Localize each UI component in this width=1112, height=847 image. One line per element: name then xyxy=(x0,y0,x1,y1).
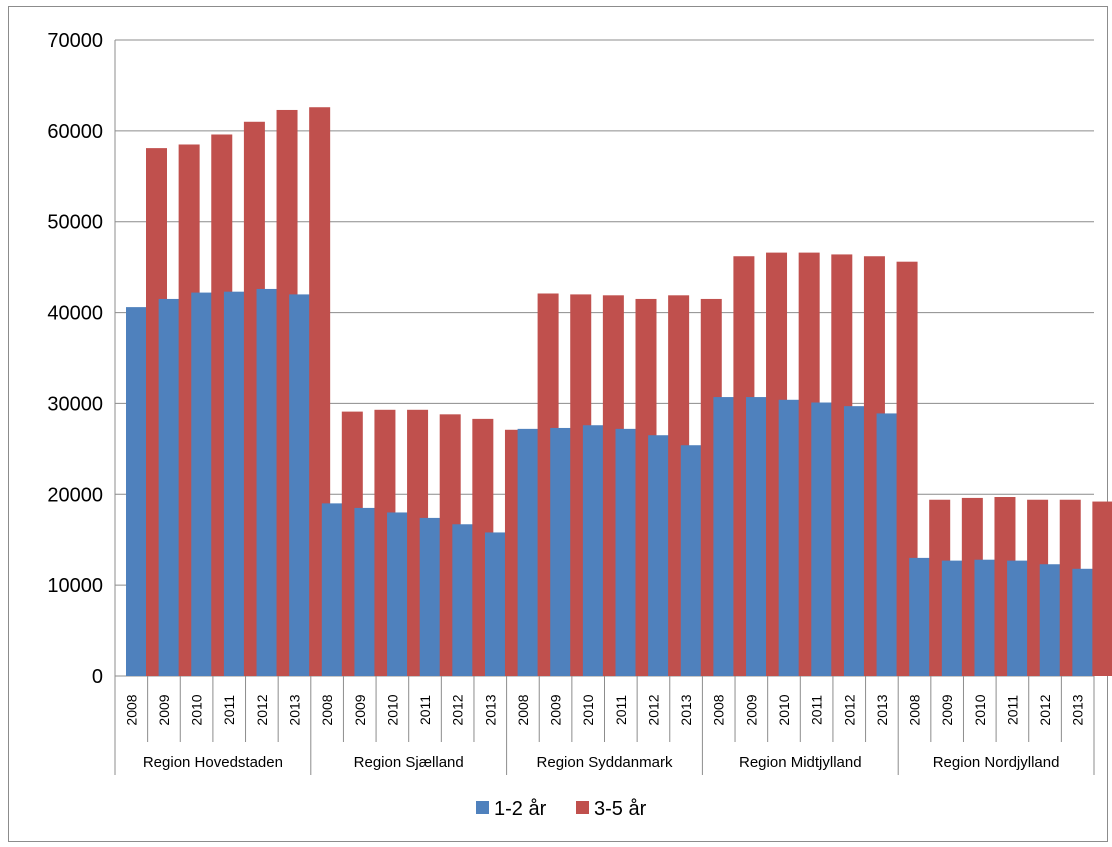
bar-1-2-år xyxy=(387,512,409,676)
bar-1-2-år xyxy=(680,445,702,676)
bar-1-2-år xyxy=(1007,560,1029,676)
year-label: 2008 xyxy=(907,694,923,725)
bar-1-2-år xyxy=(289,294,311,676)
region-label: Region Midtjylland xyxy=(739,754,862,771)
bar-1-2-år xyxy=(811,402,833,676)
bar-1-2-år xyxy=(256,288,278,676)
bar-1-2-år xyxy=(126,307,147,676)
bar-1-2-år xyxy=(778,399,800,676)
region-label: Region Syddanmark xyxy=(537,754,673,771)
year-label: 2008 xyxy=(319,694,335,725)
bar-1-2-år xyxy=(843,406,865,676)
y-tick-label: 50000 xyxy=(47,212,103,234)
year-label: 2008 xyxy=(711,694,727,725)
bar-1-2-år xyxy=(713,397,735,676)
bar-1-2-år xyxy=(941,560,963,676)
year-label: 2011 xyxy=(809,695,825,725)
y-tick-label: 30000 xyxy=(47,393,103,415)
year-label: 2009 xyxy=(352,694,368,725)
legend-swatch xyxy=(576,801,589,814)
bar-1-2-år xyxy=(550,427,572,676)
bar-1-2-år xyxy=(419,517,441,676)
bar-1-2-år xyxy=(1039,564,1061,676)
year-label: 2013 xyxy=(678,694,694,725)
region-label: Region Nordjylland xyxy=(933,754,1060,771)
bar-1-2-år xyxy=(648,435,670,676)
bar-1-2-år xyxy=(158,298,180,676)
region-label: Region Hovedstaden xyxy=(143,754,283,771)
region-label: Region Sjælland xyxy=(354,754,464,771)
year-label: 2009 xyxy=(743,694,759,725)
bar-1-2-år xyxy=(484,532,506,676)
year-label: 2010 xyxy=(972,694,988,725)
bar-1-2-år xyxy=(974,559,996,676)
legend-label: 1-2 år xyxy=(494,798,547,820)
year-label: 2011 xyxy=(417,695,433,725)
bar-1-2-år xyxy=(452,524,474,676)
bar-1-2-år xyxy=(746,397,768,676)
year-label: 2012 xyxy=(841,694,857,725)
year-label: 2008 xyxy=(123,694,139,725)
year-label: 2009 xyxy=(939,694,955,725)
year-label: 2013 xyxy=(1070,694,1086,725)
year-label: 2009 xyxy=(156,694,172,725)
year-label: 2012 xyxy=(645,694,661,725)
year-label: 2011 xyxy=(221,695,237,725)
y-tick-label: 0 xyxy=(92,666,103,688)
bar-1-2-år xyxy=(517,428,539,676)
bar-3-5-år xyxy=(1092,501,1112,676)
bar-1-2-år xyxy=(321,503,343,676)
year-label: 2010 xyxy=(384,694,400,725)
year-label: 2012 xyxy=(1037,694,1053,725)
year-label: 2010 xyxy=(580,694,596,725)
bar-1-2-år xyxy=(354,507,376,676)
year-label: 2011 xyxy=(1004,695,1020,725)
year-label: 2009 xyxy=(548,694,564,725)
year-label: 2013 xyxy=(482,694,498,725)
year-label: 2012 xyxy=(254,694,270,725)
bar-1-2-år xyxy=(615,428,637,676)
bar-1-2-år xyxy=(191,292,213,676)
bar-1-2-år xyxy=(223,291,245,676)
y-tick-label: 10000 xyxy=(47,575,103,597)
year-label: 2011 xyxy=(613,695,629,725)
year-label: 2010 xyxy=(189,694,205,725)
year-label: 2013 xyxy=(286,694,302,725)
bar-1-2-år xyxy=(876,413,898,676)
bar-1-2-år xyxy=(582,425,604,676)
y-tick-label: 20000 xyxy=(47,484,103,506)
legend-label: 3-5 år xyxy=(594,798,647,820)
bar-1-2-år xyxy=(909,557,931,676)
year-label: 2012 xyxy=(450,694,466,725)
bar-1-2-år xyxy=(1072,568,1094,676)
legend-swatch xyxy=(476,801,489,814)
year-label: 2013 xyxy=(874,694,890,725)
year-label: 2008 xyxy=(515,694,531,725)
y-tick-label: 40000 xyxy=(47,303,103,325)
year-label: 2010 xyxy=(776,694,792,725)
y-tick-label: 60000 xyxy=(47,121,103,143)
y-tick-label: 70000 xyxy=(47,30,103,52)
